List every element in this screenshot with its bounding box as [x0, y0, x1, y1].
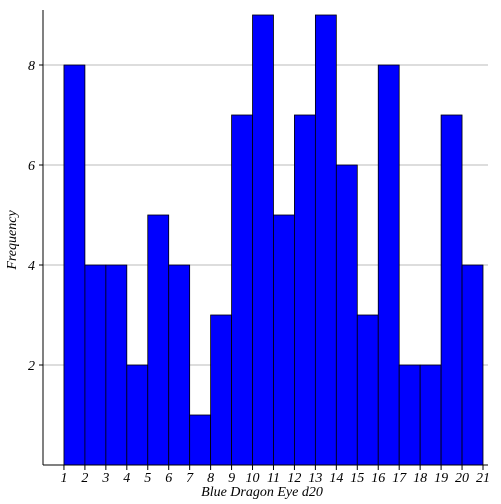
y-tick-label: 6: [28, 159, 35, 174]
bar: [398, 364, 421, 466]
bar: [440, 114, 463, 466]
bar: [84, 264, 107, 466]
y-tick-label: 4: [28, 259, 35, 274]
x-tick-label: 19: [434, 471, 448, 486]
x-axis-label: Blue Dragon Eye d20: [201, 485, 323, 500]
bar: [210, 314, 232, 466]
x-tick-label: 17: [392, 471, 407, 486]
x-tick-label: 4: [123, 471, 130, 486]
x-tick-label: 12: [287, 471, 301, 486]
x-tick-label: 2: [81, 471, 88, 486]
bar: [105, 264, 128, 466]
bar: [314, 14, 337, 466]
bar: [461, 264, 484, 466]
bar: [189, 414, 212, 466]
x-tick-label: 21: [476, 471, 490, 486]
bar: [168, 264, 191, 466]
bar: [126, 364, 149, 466]
bar: [147, 214, 170, 466]
x-tick-label: 16: [371, 471, 385, 486]
x-tick-label: 20: [455, 471, 469, 486]
bar: [377, 64, 400, 466]
y-axis-label: Frequency: [5, 210, 20, 271]
x-tick-label: 5: [144, 471, 151, 486]
x-tick-label: 14: [329, 471, 343, 486]
x-tick-label: 13: [308, 471, 322, 486]
x-tick-label: 18: [413, 471, 427, 486]
bar: [252, 14, 274, 466]
y-tick-label: 2: [28, 359, 35, 374]
bar: [231, 114, 253, 466]
x-tick-label: 9: [228, 471, 235, 486]
x-tick-label: 3: [101, 471, 109, 486]
x-tick-label: 8: [207, 471, 214, 486]
x-tick-label: 11: [267, 471, 280, 486]
bar: [273, 214, 295, 466]
bar: [294, 114, 316, 466]
x-tick-label: 7: [186, 471, 194, 486]
x-tick-label: 15: [350, 471, 364, 486]
bar: [63, 64, 86, 466]
bar: [356, 314, 379, 466]
bar: [419, 364, 442, 466]
x-tick-label: 10: [246, 471, 260, 486]
x-tick-label: 1: [60, 471, 67, 486]
x-tick-label: 6: [165, 471, 172, 486]
y-tick-label: 8: [28, 59, 35, 74]
bar: [335, 164, 358, 466]
